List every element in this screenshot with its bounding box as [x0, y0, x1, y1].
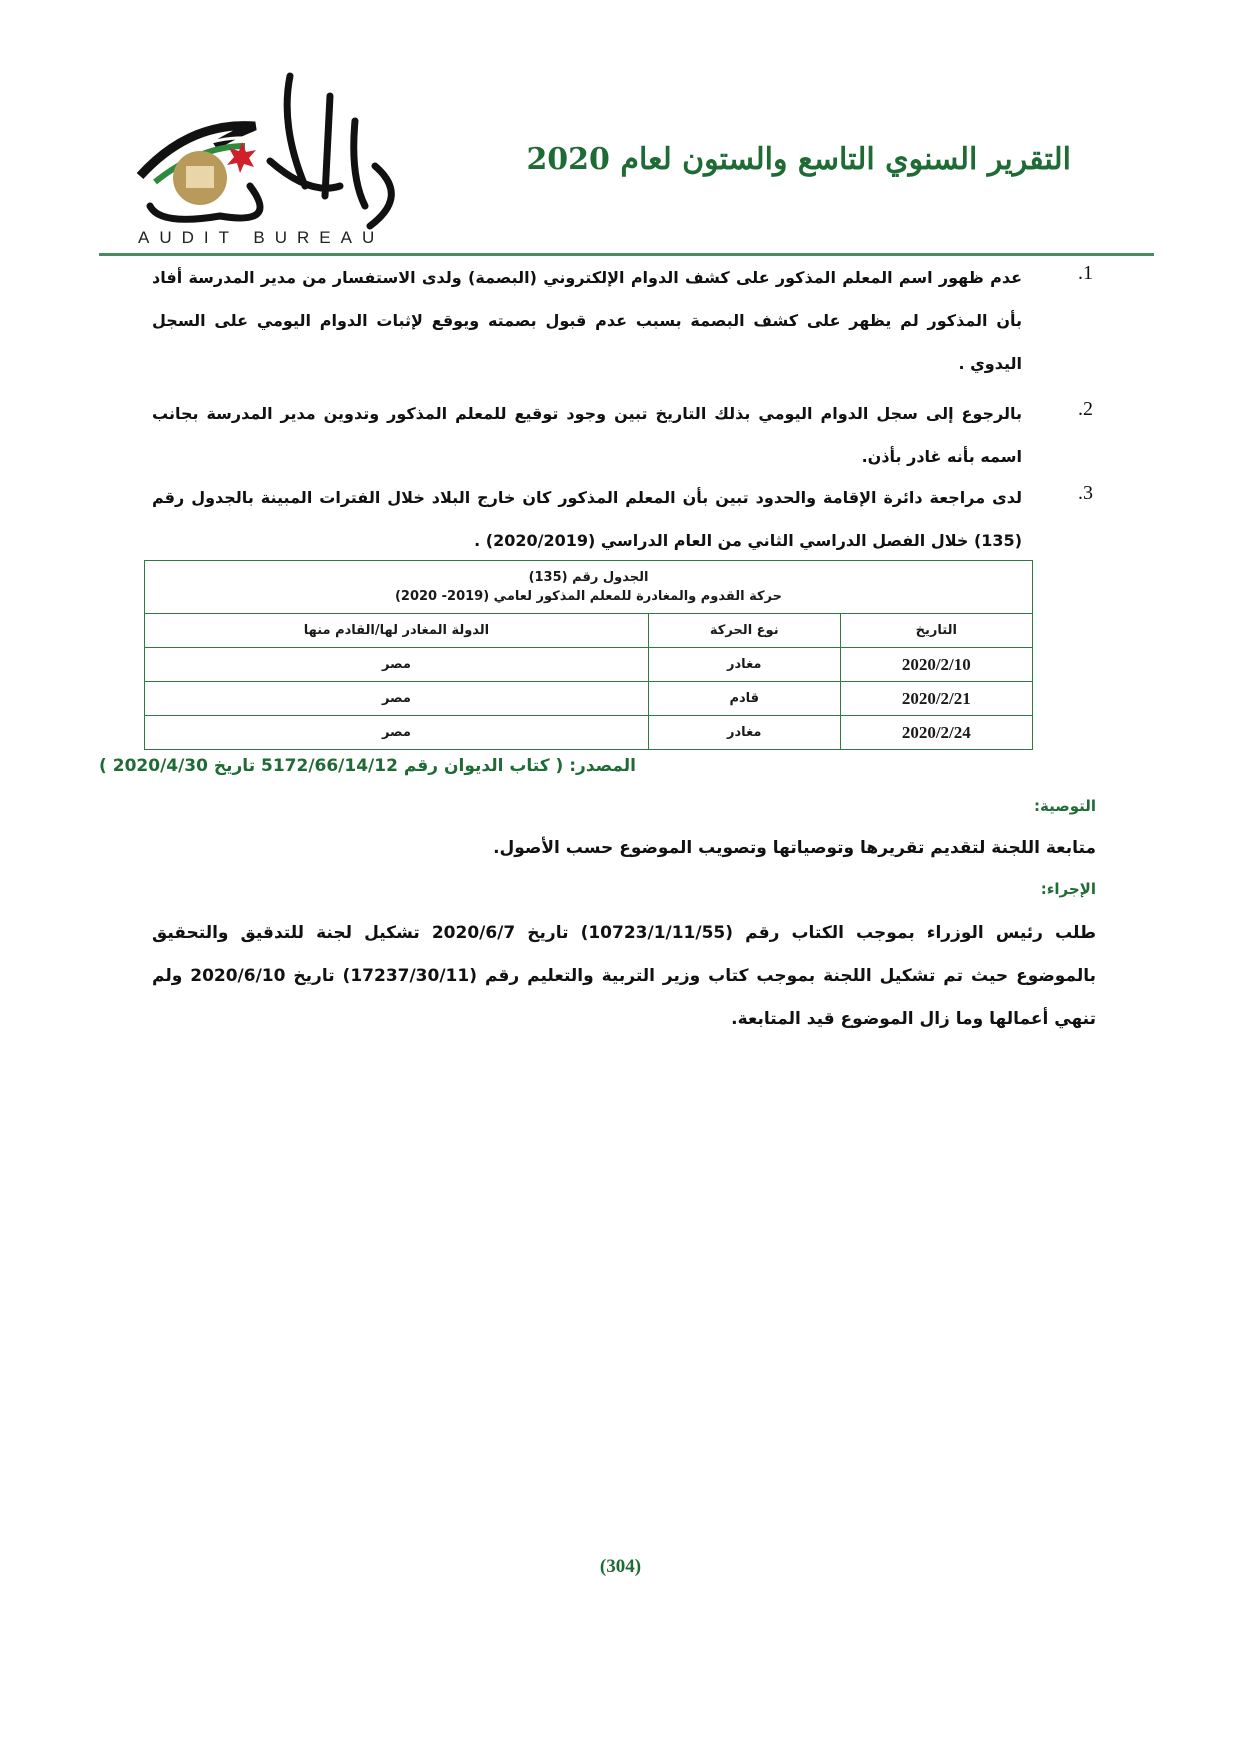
- cell-movement: قادم: [647, 681, 841, 716]
- cell-movement: مغادر: [647, 647, 841, 682]
- cell-date: 2020/2/21: [839, 681, 1034, 716]
- movement-table: الجدول رقم (135) حركة القدوم والمغادرة ل…: [144, 560, 1034, 750]
- list-item: لدى مراجعة دائرة الإقامة والحدود تبين بأ…: [152, 488, 1022, 550]
- audit-bureau-logo: [130, 66, 415, 248]
- column-header: نوع الحركة: [647, 613, 841, 648]
- table-caption: الجدول رقم (135) حركة القدوم والمغادرة ل…: [144, 560, 1033, 614]
- cell-country: مصر: [144, 647, 649, 682]
- recommendation-text: متابعة اللجنة لتقديم تقريرها وتوصياتها و…: [493, 838, 1096, 858]
- logo-subtitle: AUDIT BUREAU: [138, 228, 385, 247]
- table-source: المصدر: ( كتاب الديوان رقم 5172/66/14/12…: [99, 756, 636, 776]
- report-title: التقرير السنوي التاسع والستون لعام 2020: [526, 142, 1071, 177]
- list-item: عدم ظهور اسم المعلم المذكور على كشف الدو…: [152, 268, 1022, 373]
- table-title: حركة القدوم والمغادرة للمعلم المذكور لعا…: [394, 589, 783, 604]
- cell-date: 2020/2/10: [839, 647, 1034, 682]
- cell-date: 2020/2/24: [839, 715, 1034, 750]
- item-number: .1: [1078, 262, 1093, 284]
- column-header: الدولة المغادر لها/القادم منها: [144, 613, 649, 648]
- cell-country: مصر: [144, 715, 649, 750]
- action-text: طلب رئيس الوزراء بموجب الكتاب رقم (10723…: [152, 923, 1097, 1029]
- cell-movement: مغادر: [647, 715, 841, 750]
- item-number: .2: [1078, 398, 1093, 420]
- table-row: 2020/2/24 مغادر مصر: [144, 715, 1034, 750]
- cell-country: مصر: [144, 681, 649, 716]
- table-number: الجدول رقم (135): [528, 570, 649, 585]
- table-row: 2020/2/10 مغادر مصر: [144, 647, 1034, 682]
- table-header-row: التاريخ نوع الحركة الدولة المغادر لها/ال…: [144, 613, 1034, 648]
- action-heading: الإجراء:: [1040, 880, 1096, 898]
- list-item: بالرجوع إلى سجل الدوام اليومي بذلك التار…: [152, 404, 1022, 466]
- recommendation-heading: التوصية:: [1033, 797, 1096, 815]
- page-number: (304): [599, 1556, 642, 1577]
- table-row: 2020/2/21 قادم مصر: [144, 681, 1034, 716]
- header-divider: [99, 253, 1154, 256]
- column-header: التاريخ: [839, 613, 1034, 648]
- item-number: .3: [1078, 482, 1093, 504]
